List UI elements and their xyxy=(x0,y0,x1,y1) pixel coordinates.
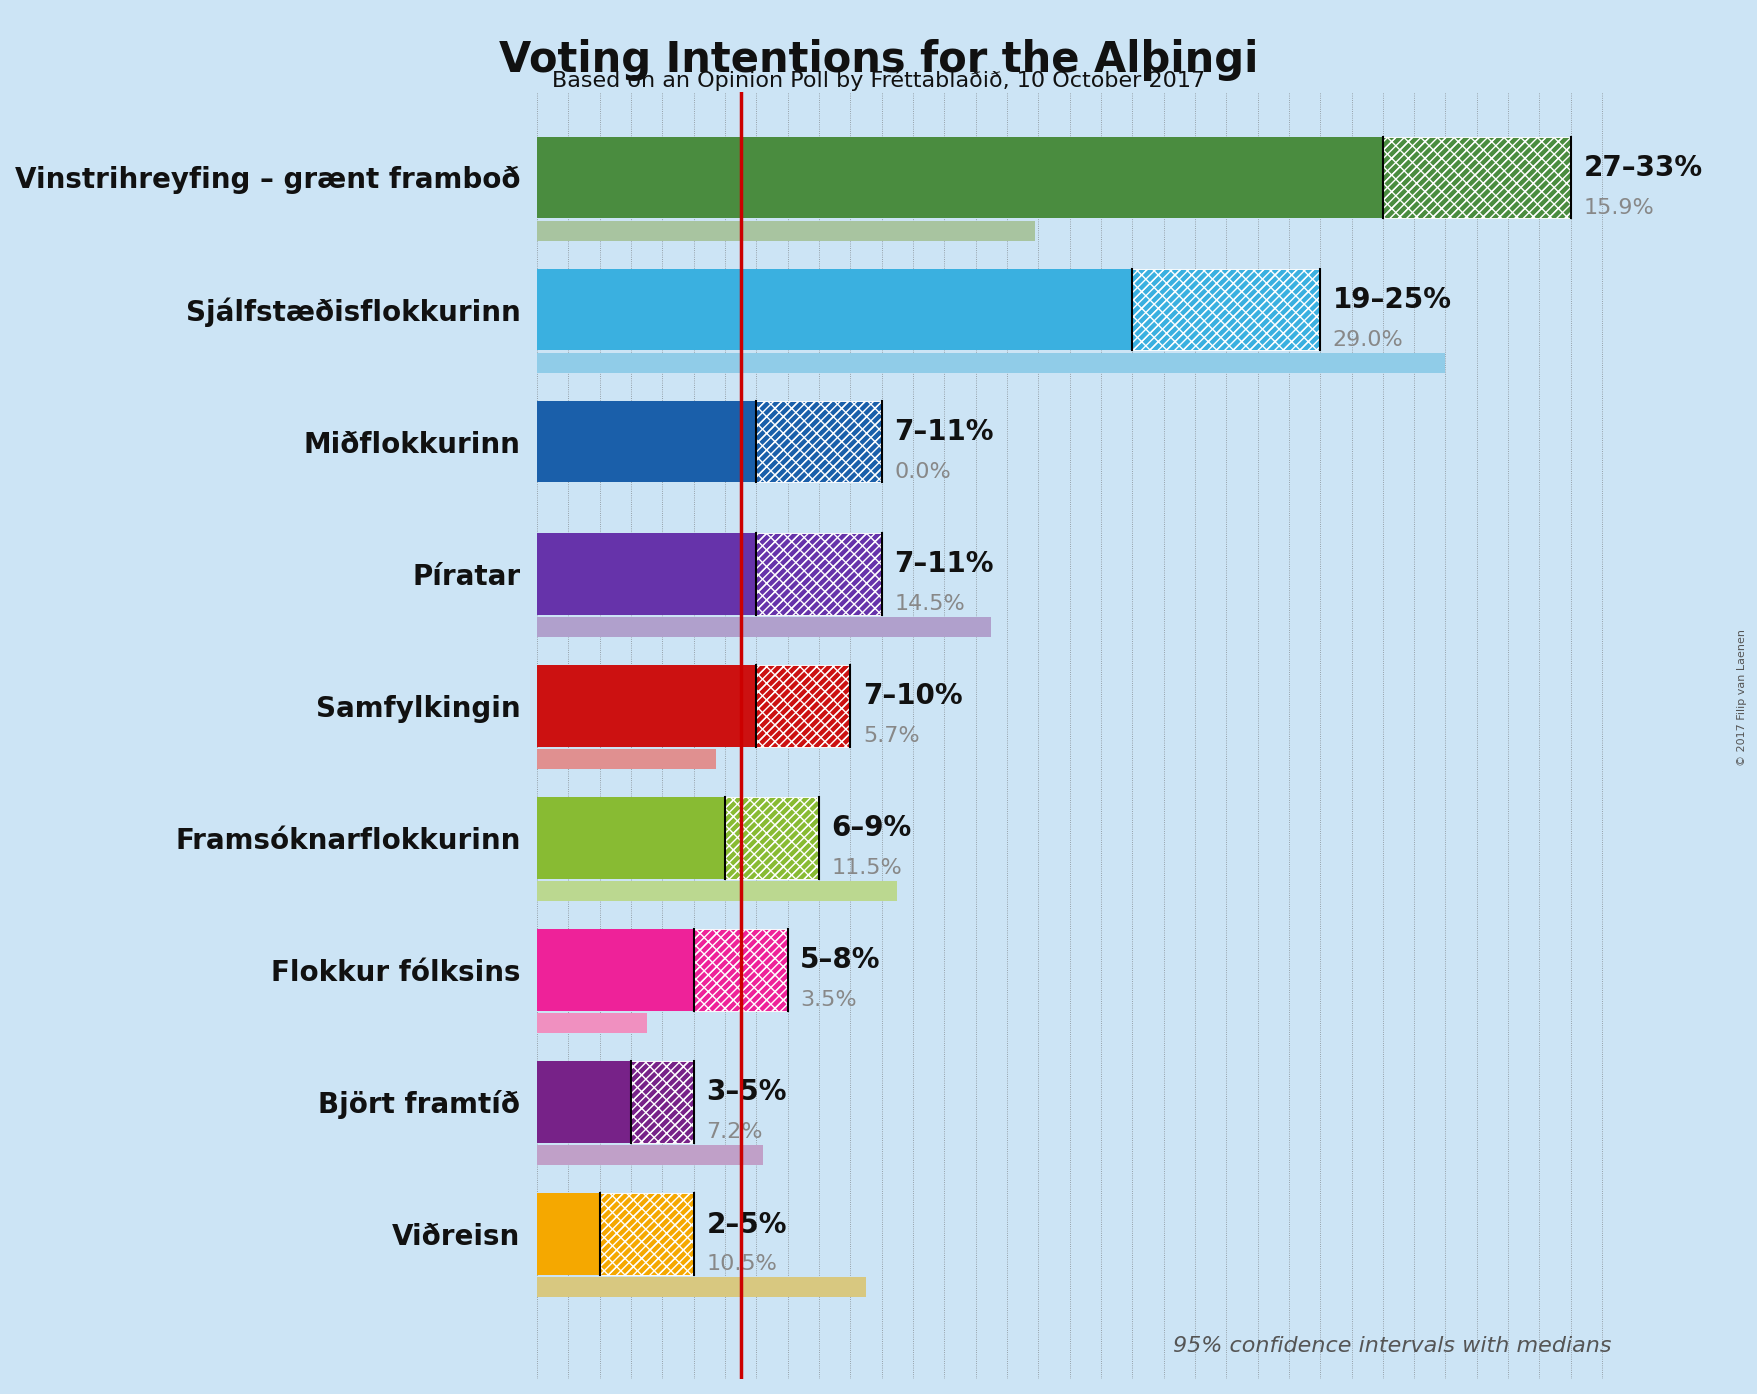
Bar xyxy=(538,881,896,901)
Text: 3–5%: 3–5% xyxy=(706,1079,787,1107)
Bar xyxy=(631,1061,694,1143)
Text: © 2017 Filip van Laenen: © 2017 Filip van Laenen xyxy=(1736,629,1746,765)
Text: 7–10%: 7–10% xyxy=(863,683,963,711)
Bar xyxy=(538,665,756,747)
Bar xyxy=(756,400,882,482)
Bar xyxy=(756,400,882,482)
Bar xyxy=(756,665,850,747)
Bar xyxy=(756,665,850,747)
Text: 95% confidence intervals with medians: 95% confidence intervals with medians xyxy=(1172,1335,1611,1356)
Text: 0.0%: 0.0% xyxy=(894,461,951,482)
Text: 6–9%: 6–9% xyxy=(831,814,912,842)
Bar xyxy=(694,928,787,1011)
Bar xyxy=(538,1013,647,1033)
Bar xyxy=(599,1193,694,1274)
Bar xyxy=(538,533,756,615)
Text: 3.5%: 3.5% xyxy=(799,990,856,1011)
Bar xyxy=(538,618,991,637)
Text: 10.5%: 10.5% xyxy=(706,1255,777,1274)
Bar xyxy=(631,1061,694,1143)
Bar xyxy=(694,928,787,1011)
Text: 15.9%: 15.9% xyxy=(1583,198,1653,217)
Text: 5–8%: 5–8% xyxy=(799,947,880,974)
Bar xyxy=(599,1193,694,1274)
Bar xyxy=(538,353,1444,374)
Text: 7–11%: 7–11% xyxy=(894,418,993,446)
Bar xyxy=(1383,137,1571,219)
Text: 14.5%: 14.5% xyxy=(894,594,965,613)
Bar xyxy=(538,749,715,769)
Bar xyxy=(1132,269,1320,350)
Text: 19–25%: 19–25% xyxy=(1332,286,1451,314)
Text: 5.7%: 5.7% xyxy=(863,726,919,746)
Text: 7–11%: 7–11% xyxy=(894,551,993,579)
Bar xyxy=(538,749,715,769)
Bar xyxy=(538,222,1035,241)
Bar xyxy=(538,1146,763,1165)
Bar xyxy=(538,881,896,901)
Text: 11.5%: 11.5% xyxy=(831,859,901,878)
Text: 2–5%: 2–5% xyxy=(706,1210,787,1238)
Bar xyxy=(756,533,882,615)
Bar xyxy=(538,1277,866,1298)
Bar xyxy=(538,269,1132,350)
Bar xyxy=(756,533,882,615)
Bar xyxy=(538,1013,647,1033)
Text: Based on an Opinion Poll by Fréttablaðið, 10 October 2017: Based on an Opinion Poll by Fréttablaðið… xyxy=(552,70,1205,91)
Bar xyxy=(538,797,724,878)
Text: 7.2%: 7.2% xyxy=(706,1122,763,1142)
Bar xyxy=(724,797,819,878)
Text: 29.0%: 29.0% xyxy=(1332,330,1402,350)
Bar xyxy=(538,1146,763,1165)
Bar xyxy=(1132,269,1320,350)
Bar xyxy=(538,222,1035,241)
Bar xyxy=(538,137,1383,219)
Bar xyxy=(538,1193,599,1274)
Bar xyxy=(724,797,819,878)
Bar xyxy=(538,618,991,637)
Bar xyxy=(538,928,694,1011)
Bar xyxy=(538,1061,631,1143)
Bar xyxy=(538,400,756,482)
Text: 27–33%: 27–33% xyxy=(1583,155,1701,183)
Text: Voting Intentions for the Alþingi: Voting Intentions for the Alþingi xyxy=(499,39,1258,81)
Bar xyxy=(538,353,1444,374)
Bar xyxy=(538,1277,866,1298)
Bar xyxy=(1383,137,1571,219)
